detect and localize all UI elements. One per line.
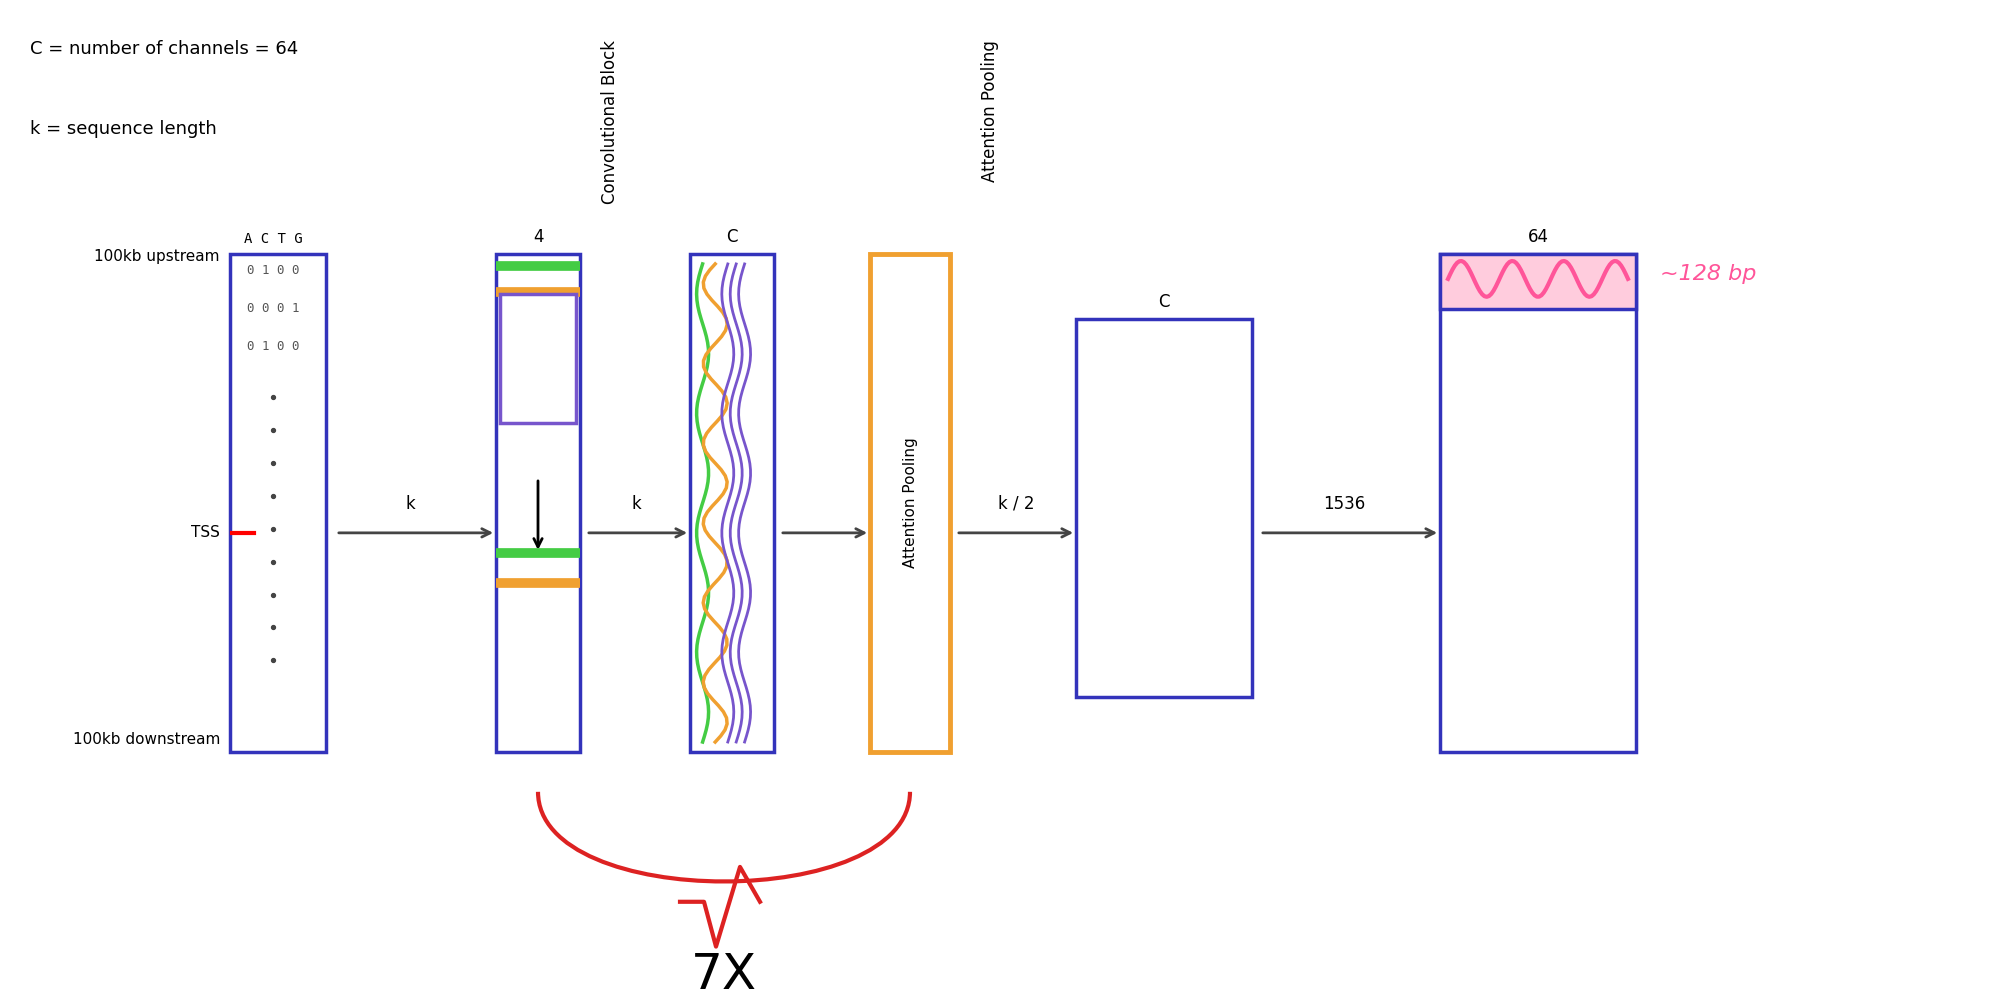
Text: C = number of channels = 64: C = number of channels = 64	[30, 40, 298, 58]
Bar	[1440, 254, 1636, 752]
Text: 100kb upstream: 100kb upstream	[94, 249, 220, 264]
Bar	[230, 254, 326, 752]
Text: Attention Pooling: Attention Pooling	[902, 437, 918, 569]
Text: 0 1 0 0: 0 1 0 0	[246, 264, 300, 277]
Text: 0 1 0 0: 0 1 0 0	[246, 340, 300, 353]
Bar	[1076, 319, 1252, 697]
Text: Attention Pooling: Attention Pooling	[980, 40, 1000, 181]
Bar	[496, 254, 580, 752]
Text: 4: 4	[532, 228, 544, 246]
Text: A C T G: A C T G	[244, 232, 302, 246]
Bar	[690, 254, 774, 752]
Text: C: C	[726, 228, 738, 246]
Bar	[870, 254, 950, 752]
Text: k: k	[406, 495, 414, 513]
Text: C: C	[1158, 293, 1170, 311]
Text: 100kb downstream: 100kb downstream	[72, 732, 220, 747]
Bar	[500, 294, 576, 423]
Text: k: k	[632, 495, 640, 513]
Text: 7X: 7X	[690, 951, 758, 996]
Text: ~128 bp: ~128 bp	[1660, 264, 1756, 284]
Text: 0 0 0 1: 0 0 0 1	[246, 302, 300, 315]
Bar	[1440, 254, 1636, 309]
Text: k / 2: k / 2	[998, 495, 1034, 513]
Text: 64: 64	[1528, 228, 1548, 246]
Text: 1536: 1536	[1322, 495, 1366, 513]
Text: k = sequence length: k = sequence length	[30, 120, 216, 137]
Text: TSS: TSS	[192, 525, 220, 541]
Text: Convolutional Block: Convolutional Block	[600, 40, 620, 204]
Bar	[1440, 254, 1636, 309]
